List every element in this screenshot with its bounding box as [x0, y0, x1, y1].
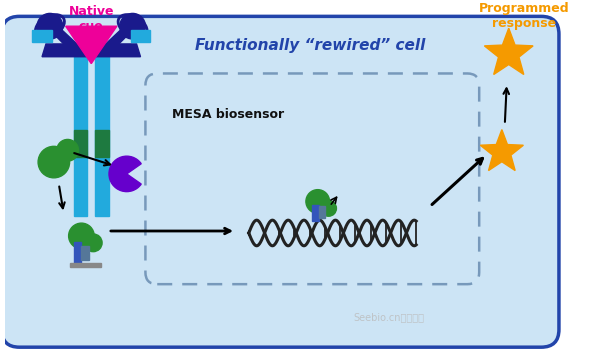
Polygon shape	[95, 44, 140, 57]
Wedge shape	[109, 156, 141, 192]
Bar	[32, 30, 52, 42]
Circle shape	[38, 146, 70, 178]
Polygon shape	[42, 44, 88, 57]
Polygon shape	[95, 24, 139, 54]
Text: MESA biosensor: MESA biosensor	[172, 108, 284, 121]
Circle shape	[68, 223, 94, 249]
Text: Functionally “rewired” cell: Functionally “rewired” cell	[194, 38, 425, 53]
Bar	[74, 130, 88, 157]
Bar	[312, 205, 319, 221]
Circle shape	[306, 190, 329, 213]
Polygon shape	[481, 130, 523, 171]
Bar	[131, 30, 151, 42]
Bar	[95, 130, 109, 157]
Bar	[70, 262, 101, 267]
Polygon shape	[65, 26, 117, 64]
Polygon shape	[44, 24, 88, 54]
Bar	[319, 206, 325, 218]
Text: Native
cue: Native cue	[68, 5, 114, 33]
Circle shape	[37, 13, 63, 39]
Circle shape	[120, 13, 145, 39]
Polygon shape	[484, 28, 533, 74]
Text: Seebio.cn西宝生物: Seebio.cn西宝生物	[353, 313, 424, 323]
Circle shape	[320, 200, 337, 216]
Bar	[74, 54, 88, 216]
Circle shape	[57, 139, 79, 161]
Text: Programmed
response: Programmed response	[479, 3, 570, 31]
Bar	[74, 242, 82, 264]
FancyBboxPatch shape	[2, 17, 559, 347]
Circle shape	[85, 234, 102, 252]
Bar	[95, 54, 109, 216]
Bar	[82, 246, 89, 260]
